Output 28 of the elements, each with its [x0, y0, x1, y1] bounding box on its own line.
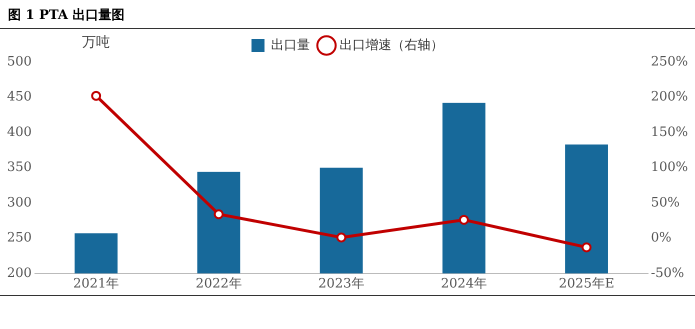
y-tick-label: 450: [6, 90, 32, 105]
point: [582, 242, 592, 252]
y2-tick-label: 250%: [650, 54, 688, 70]
y2-tick-label: -50%: [650, 266, 684, 281]
point: [458, 214, 469, 225]
y-tick-label: 350: [6, 160, 32, 176]
point: [91, 90, 102, 101]
y2-tick-label: 50%: [650, 195, 680, 210]
y-tick-label: 300: [6, 195, 32, 210]
legend-label: 出口量: [271, 37, 310, 52]
y-tick-label: 400: [6, 124, 32, 140]
y2-tick-label: 0%: [650, 230, 672, 246]
y-tick-label: 200: [6, 266, 32, 281]
point: [336, 232, 346, 242]
y2-tick-label: 150%: [650, 124, 688, 140]
x-tick-label: 2025年E: [558, 276, 614, 292]
y-tick-label: 250: [6, 230, 32, 246]
point: [214, 209, 224, 220]
y-tick-label: 500: [6, 54, 32, 70]
x-tick-label: 2021年: [73, 276, 120, 292]
x-tick-label: 2024年: [440, 276, 487, 292]
legend-label: 出口增速（右轴）: [340, 37, 444, 52]
chart-title: 图 1 PTA 出口量图: [0, 0, 695, 29]
x-tick-label: 2023年: [318, 276, 364, 292]
x-tick-label: 2022年: [196, 276, 242, 292]
y2-tick-label: 100%: [650, 160, 688, 176]
y-axis-title: 万吨: [82, 34, 110, 51]
y2-tick-label: 200%: [650, 90, 688, 105]
